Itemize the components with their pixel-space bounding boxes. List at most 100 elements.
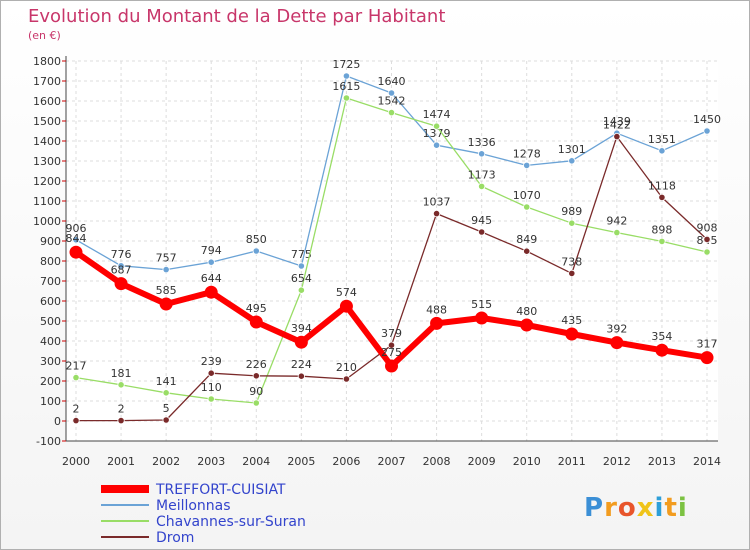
data-point [252, 399, 260, 407]
x-tick-label: 2008 [423, 455, 451, 468]
data-label: 392 [606, 323, 627, 336]
data-point [297, 286, 305, 294]
y-tick-label: 600 [40, 295, 61, 308]
logo-letter: i [654, 493, 665, 523]
x-tick-label: 2007 [378, 455, 406, 468]
data-label: 1173 [468, 168, 496, 181]
data-label: 585 [156, 284, 177, 297]
legend-label: Meillonnas [156, 498, 231, 514]
data-point [204, 285, 218, 299]
data-point [342, 375, 351, 383]
data-label: 1070 [513, 189, 541, 202]
data-label: 942 [606, 215, 627, 228]
data-label: 850 [246, 233, 267, 246]
y-tick-label: 1800 [33, 55, 61, 68]
data-label: 239 [201, 355, 222, 368]
legend-label: Drom [156, 530, 194, 546]
data-point [478, 182, 486, 190]
data-label: 945 [471, 214, 492, 227]
data-label: 488 [426, 303, 447, 316]
data-point [523, 247, 531, 255]
data-point [207, 258, 215, 266]
data-point [613, 229, 621, 237]
data-label: 495 [246, 302, 267, 315]
data-label: 480 [516, 305, 537, 318]
data-label: 989 [561, 205, 582, 218]
data-label: 898 [651, 223, 672, 236]
y-tick-label: 1700 [33, 75, 61, 88]
proxiti-logo: Proxiti [584, 493, 688, 523]
series-treffort-cuisiat: 844 687 585 644 495 394 574 275 488 515 480 435 392 3… [66, 232, 718, 373]
data-point [387, 109, 396, 117]
data-label: 687 [111, 264, 132, 277]
x-tick-label: 2004 [242, 455, 270, 468]
data-label: 1542 [378, 95, 406, 108]
data-point [69, 245, 83, 259]
y-tick-label: 300 [40, 355, 61, 368]
x-tick-label: 2013 [648, 455, 676, 468]
data-label: 1640 [378, 75, 406, 88]
legend-label: TREFFORT-CUISIAT [155, 482, 286, 498]
y-tick-label: 400 [40, 335, 61, 348]
data-label: 849 [516, 233, 537, 246]
data-point [658, 193, 666, 201]
data-point [117, 381, 125, 389]
data-point [432, 141, 441, 149]
plot-area [66, 61, 718, 441]
y-tick-label: 0 [54, 415, 61, 428]
logo-letter: P [584, 493, 605, 523]
data-label: 435 [561, 314, 582, 327]
data-label: 906 [66, 222, 87, 235]
data-point [478, 228, 486, 236]
data-point [385, 359, 398, 373]
x-tick-label: 2001 [107, 455, 135, 468]
data-point [703, 235, 711, 243]
data-label: 644 [201, 272, 222, 285]
x-tick-label: 2009 [468, 455, 496, 468]
data-label: 141 [156, 375, 177, 388]
data-point [117, 262, 125, 270]
x-tick-label: 2012 [603, 455, 631, 468]
x-tick-label: 2014 [693, 455, 721, 468]
y-tick-label: 1600 [33, 95, 61, 108]
data-point [568, 219, 576, 227]
data-point [207, 395, 215, 403]
data-point [294, 335, 308, 349]
logo-letter: r [604, 493, 618, 523]
data-point [523, 161, 531, 169]
data-point [342, 94, 351, 102]
data-label: 654 [291, 272, 312, 285]
data-label: 1037 [423, 196, 451, 209]
data-label: 1336 [468, 136, 496, 149]
data-point [658, 147, 666, 155]
data-label: 379 [381, 327, 402, 340]
data-point [478, 150, 486, 158]
data-point [249, 315, 263, 329]
data-label: 275 [381, 346, 402, 359]
x-tick-label: 2005 [287, 455, 315, 468]
data-label: 1439 [603, 115, 631, 128]
logo-letter: x [636, 493, 655, 523]
data-label: 844 [66, 232, 87, 245]
data-point [387, 89, 396, 97]
data-label: 110 [201, 381, 222, 394]
data-point [114, 277, 128, 291]
y-tick-label: 500 [40, 315, 61, 328]
data-point [297, 262, 305, 270]
logo-letter: o [617, 493, 637, 523]
data-label: 776 [111, 248, 132, 261]
data-point [117, 416, 125, 425]
series-chavannes-sur-suran: 217 181 141 110 90 654 1615 1542 1474 1173 1070 989… [66, 80, 718, 407]
data-point [568, 157, 576, 165]
data-point [523, 203, 531, 211]
data-label: 224 [291, 358, 312, 371]
data-label: 217 [66, 360, 87, 373]
data-point [252, 372, 260, 380]
logo-letter: i [677, 493, 688, 523]
data-point [162, 389, 170, 397]
data-point [475, 311, 489, 325]
data-point [159, 297, 173, 311]
data-point [162, 265, 170, 274]
